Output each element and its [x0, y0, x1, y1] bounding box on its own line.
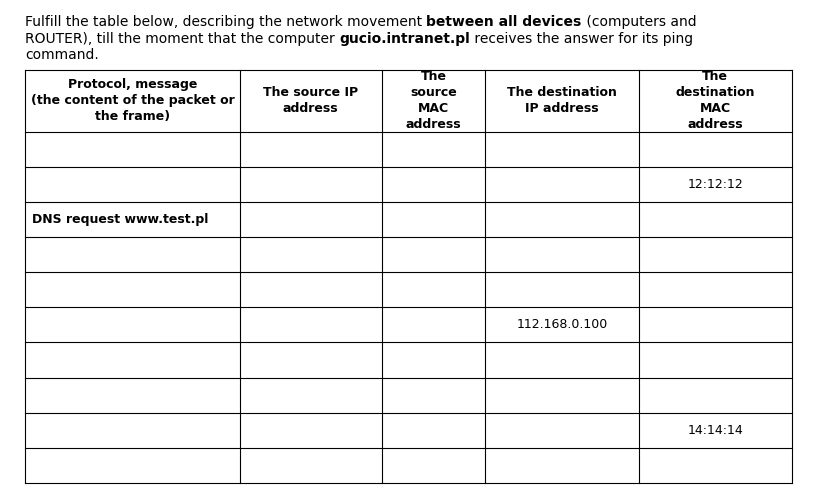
Text: The
source
MAC
address: The source MAC address: [405, 70, 462, 131]
Text: The destination
IP address: The destination IP address: [507, 86, 617, 115]
Text: 112.168.0.100: 112.168.0.100: [516, 318, 608, 331]
Text: command.: command.: [25, 48, 99, 62]
Text: The
destination
MAC
address: The destination MAC address: [676, 70, 755, 131]
Text: DNS request www.test.pl: DNS request www.test.pl: [32, 213, 208, 226]
Text: (computers and: (computers and: [582, 15, 696, 29]
Text: The source IP
address: The source IP address: [263, 86, 359, 115]
Text: ROUTER), till the moment that the computer: ROUTER), till the moment that the comput…: [25, 32, 339, 46]
Text: Protocol, message
(the content of the packet or
the frame): Protocol, message (the content of the pa…: [30, 78, 234, 123]
Text: between all devices: between all devices: [426, 15, 582, 29]
Text: Fulfill the table below, describing the network movement: Fulfill the table below, describing the …: [25, 15, 426, 29]
Text: 12:12:12: 12:12:12: [687, 178, 743, 191]
Text: gucio.intranet.pl: gucio.intranet.pl: [339, 32, 470, 46]
Text: receives the answer for its ping: receives the answer for its ping: [470, 32, 693, 46]
Text: 14:14:14: 14:14:14: [687, 424, 743, 437]
